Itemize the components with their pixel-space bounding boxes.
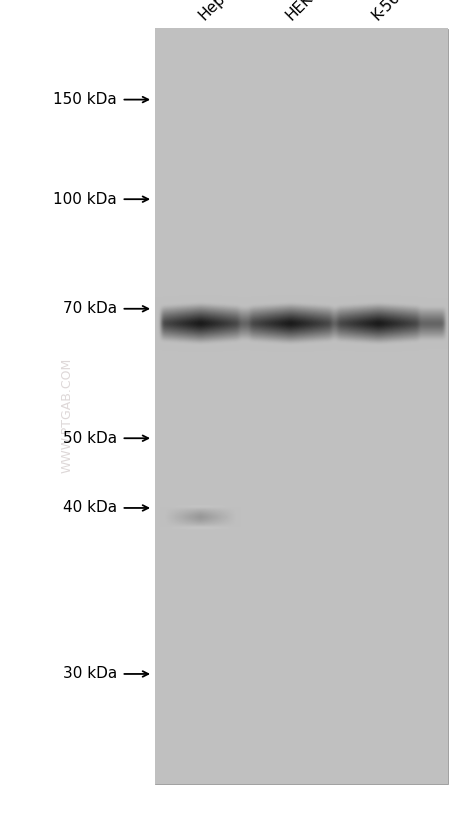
- Text: HEK-293: HEK-293: [284, 0, 339, 23]
- Text: HepG2: HepG2: [196, 0, 243, 23]
- Text: 40 kDa: 40 kDa: [63, 500, 117, 515]
- Text: 100 kDa: 100 kDa: [53, 192, 117, 207]
- Text: 70 kDa: 70 kDa: [63, 301, 117, 316]
- Text: 50 kDa: 50 kDa: [63, 431, 117, 446]
- Text: 30 kDa: 30 kDa: [63, 666, 117, 681]
- Text: WWW.PTGAB.COM: WWW.PTGAB.COM: [61, 358, 74, 472]
- Text: K-562: K-562: [369, 0, 410, 23]
- Text: 150 kDa: 150 kDa: [53, 92, 117, 107]
- Bar: [155, 29, 448, 784]
